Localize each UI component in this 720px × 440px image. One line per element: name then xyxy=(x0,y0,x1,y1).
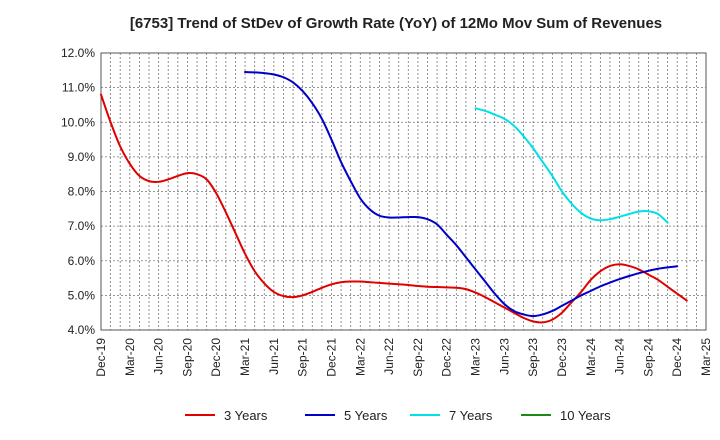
series-line-3-years xyxy=(100,93,688,324)
y-axis: 4.0% 5.0% 6.0% 7.0% 8.0% 9.0% 10.0% 11.0% 12.0% xyxy=(61,46,95,337)
y-tick-label: 10.0% xyxy=(61,115,95,129)
x-tick-label: Jun-24 xyxy=(613,338,627,375)
x-tick-label: Sep-20 xyxy=(180,338,194,377)
x-tick-label: Mar-25 xyxy=(699,338,713,376)
series-lines xyxy=(100,71,688,324)
legend-label-3-years: 3 Years xyxy=(224,408,268,423)
legend-label-7-years: 7 Years xyxy=(449,408,493,423)
x-axis: Dec-19 Mar-20 Jun-20 Sep-20 Dec-20 Mar-21 Jun-… xyxy=(94,338,713,377)
x-tick-label: Mar-22 xyxy=(353,338,367,376)
y-tick-label: 8.0% xyxy=(68,185,96,199)
grid-lines xyxy=(101,52,706,331)
x-tick-label: Dec-19 xyxy=(94,338,108,377)
y-tick-label: 12.0% xyxy=(61,46,95,60)
x-tick-label: Sep-22 xyxy=(411,338,425,377)
x-tick-label: Jun-20 xyxy=(152,338,166,375)
legend-label-5-years: 5 Years xyxy=(344,408,388,423)
x-tick-label: Sep-23 xyxy=(526,338,540,377)
x-tick-label: Dec-24 xyxy=(670,338,684,377)
x-tick-label: Jun-22 xyxy=(382,338,396,375)
x-tick-label: Mar-24 xyxy=(584,338,598,376)
series-line-5-years xyxy=(244,71,679,318)
x-tick-label: Jun-23 xyxy=(497,338,511,375)
x-tick-label: Mar-23 xyxy=(469,338,483,376)
x-tick-label: Mar-20 xyxy=(123,338,137,376)
x-tick-label: Sep-21 xyxy=(296,338,310,377)
x-tick-label: Mar-21 xyxy=(238,338,252,376)
y-tick-label: 9.0% xyxy=(68,150,96,164)
y-tick-label: 7.0% xyxy=(68,219,96,233)
plot-area-frame xyxy=(100,52,707,331)
chart-title: [6753] Trend of StDev of Growth Rate (Yo… xyxy=(130,15,662,32)
y-tick-label: 4.0% xyxy=(68,323,96,337)
x-tick-label: Dec-22 xyxy=(440,338,454,377)
series-line-7-years xyxy=(474,107,669,224)
y-tick-label: 5.0% xyxy=(68,288,96,302)
y-tick-label: 6.0% xyxy=(68,254,96,268)
x-tick-label: Dec-23 xyxy=(555,338,569,377)
x-tick-label: Dec-20 xyxy=(209,338,223,377)
legend: 3 Years 5 Years 7 Years 10 Years xyxy=(185,408,611,423)
x-tick-label: Dec-21 xyxy=(324,338,338,377)
legend-label-10-years: 10 Years xyxy=(560,408,611,423)
x-tick-label: Sep-24 xyxy=(641,338,655,377)
y-tick-label: 11.0% xyxy=(62,81,95,95)
x-tick-label: Jun-21 xyxy=(267,338,281,375)
